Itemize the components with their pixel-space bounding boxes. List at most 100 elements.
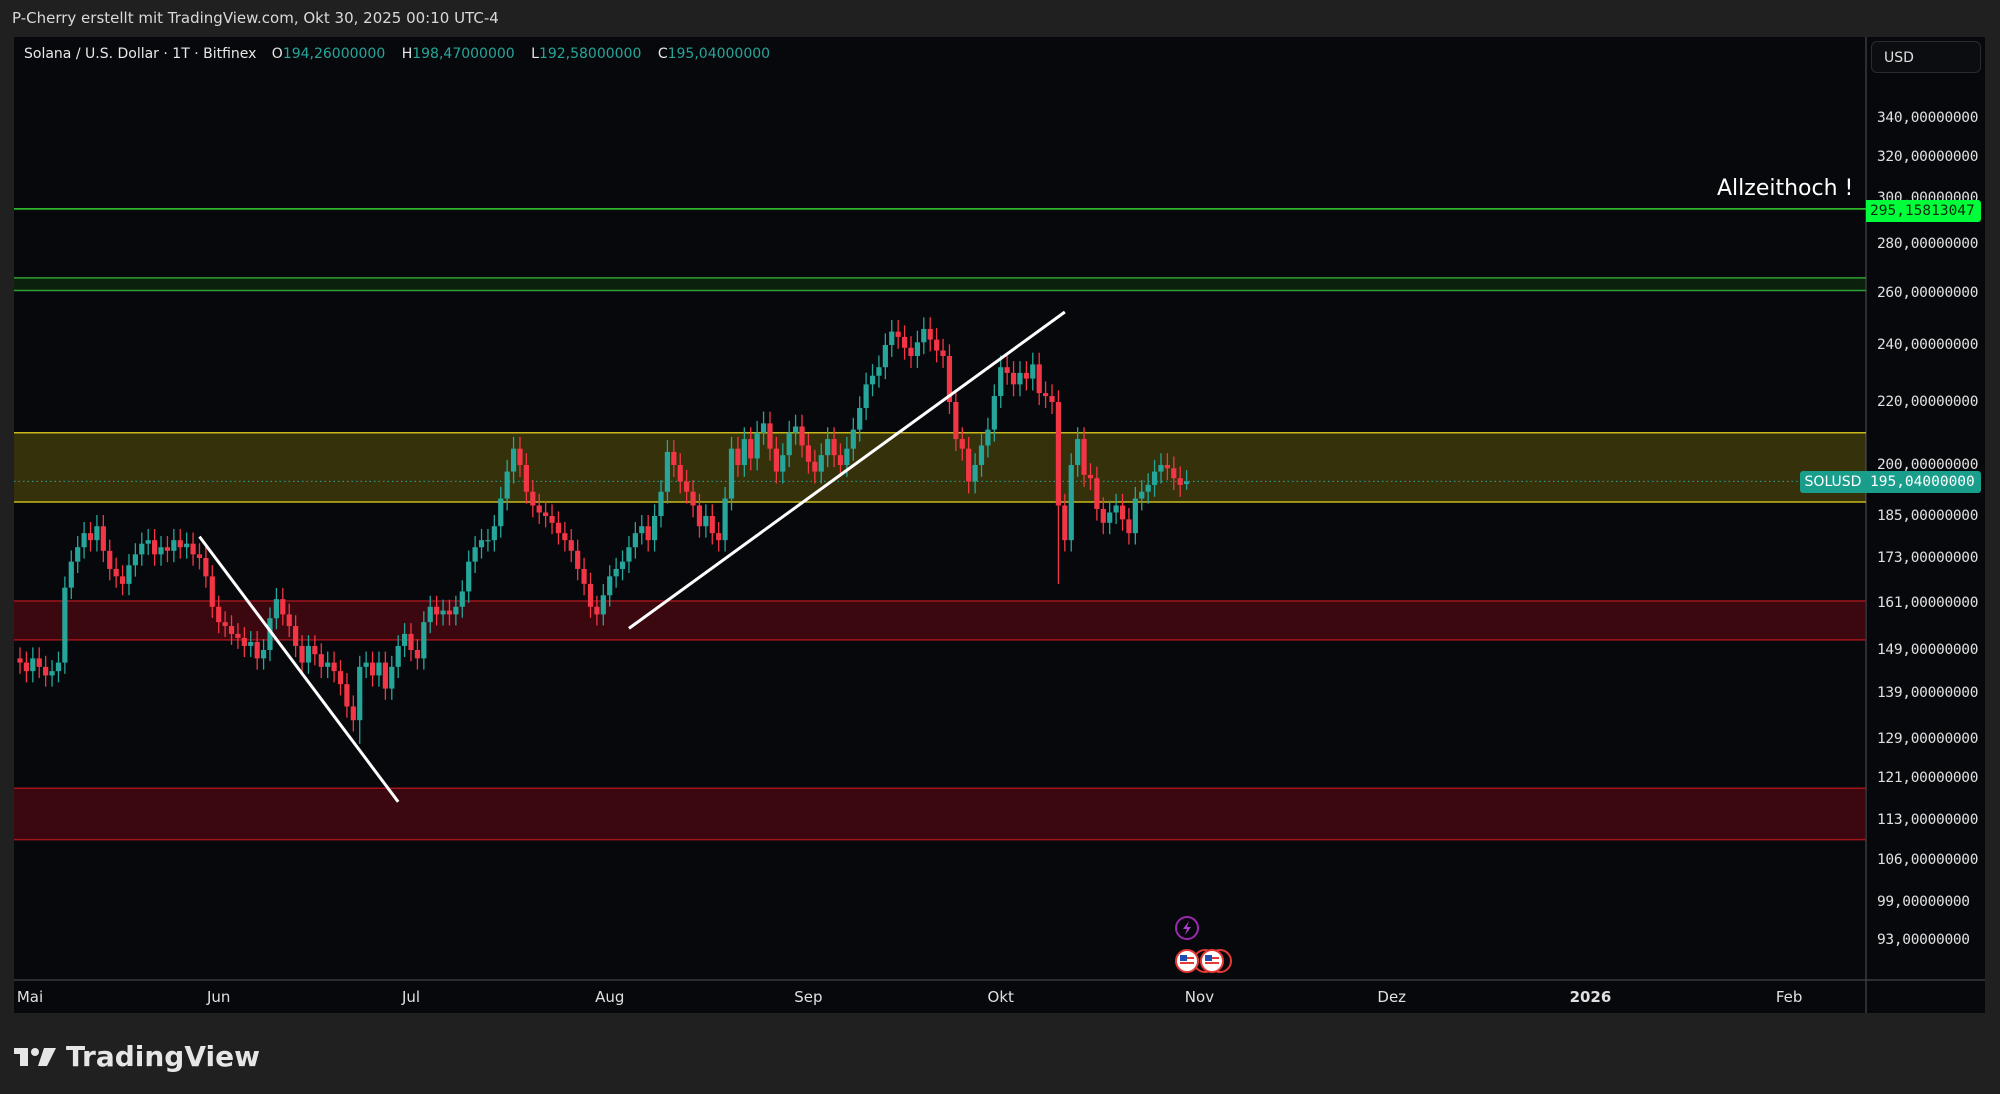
candle[interactable]	[1151, 471, 1158, 485]
candle[interactable]	[1055, 402, 1062, 506]
candle[interactable]	[998, 367, 1004, 397]
candle[interactable]	[1081, 439, 1087, 475]
candle[interactable]	[818, 455, 824, 472]
candle[interactable]	[1030, 364, 1036, 379]
candle[interactable]	[402, 633, 408, 646]
candle[interactable]	[171, 540, 177, 551]
candle[interactable]	[119, 576, 126, 584]
candle[interactable]	[1132, 498, 1138, 534]
candle[interactable]	[216, 606, 222, 623]
candle[interactable]	[927, 328, 933, 340]
candle[interactable]	[895, 331, 901, 337]
candle[interactable]	[844, 448, 850, 465]
candle[interactable]	[543, 512, 549, 516]
candle[interactable]	[408, 633, 414, 650]
candle[interactable]	[690, 491, 696, 506]
candle[interactable]	[613, 568, 619, 577]
candle[interactable]	[831, 439, 837, 456]
candle[interactable]	[735, 448, 741, 465]
candle[interactable]	[376, 662, 382, 676]
candle[interactable]	[1113, 505, 1119, 513]
candle[interactable]	[901, 336, 908, 348]
candle[interactable]	[722, 498, 728, 541]
candle[interactable]	[684, 481, 690, 492]
candle[interactable]	[607, 576, 613, 596]
candle[interactable]	[273, 599, 279, 619]
candle[interactable]	[126, 565, 132, 584]
candle[interactable]	[1043, 393, 1049, 397]
candle[interactable]	[1171, 468, 1177, 479]
us-flag-event-icon[interactable]	[1200, 949, 1232, 973]
zone-green[interactable]	[14, 277, 1866, 291]
candle[interactable]	[587, 583, 594, 607]
candle[interactable]	[850, 429, 856, 449]
candle[interactable]	[575, 550, 581, 569]
candle[interactable]	[132, 554, 138, 566]
candle[interactable]	[434, 606, 440, 615]
candle[interactable]	[491, 526, 497, 541]
candle[interactable]	[318, 654, 324, 667]
candle[interactable]	[164, 547, 171, 551]
candle[interactable]	[357, 666, 363, 721]
candle[interactable]	[658, 491, 664, 516]
candle[interactable]	[241, 637, 247, 646]
candle[interactable]	[113, 568, 119, 577]
candle[interactable]	[30, 658, 36, 672]
candle[interactable]	[728, 448, 735, 499]
candle[interactable]	[651, 516, 658, 541]
candle[interactable]	[81, 533, 87, 548]
candle[interactable]	[203, 558, 209, 577]
event-markers[interactable]	[1172, 915, 1242, 975]
candle[interactable]	[1004, 367, 1010, 373]
candle[interactable]	[87, 533, 94, 541]
candle[interactable]	[671, 451, 677, 465]
candle[interactable]	[94, 526, 100, 541]
candle[interactable]	[709, 516, 715, 534]
candle[interactable]	[1075, 439, 1081, 465]
candle[interactable]	[466, 561, 472, 592]
candle[interactable]	[523, 465, 529, 492]
candle[interactable]	[1100, 508, 1106, 523]
candle[interactable]	[49, 671, 55, 676]
candle[interactable]	[389, 666, 395, 689]
candle[interactable]	[632, 533, 638, 548]
candle[interactable]	[959, 439, 965, 449]
candle[interactable]	[395, 645, 401, 667]
candle[interactable]	[1010, 372, 1017, 385]
candle[interactable]	[741, 439, 747, 465]
candle[interactable]	[863, 384, 869, 409]
candle[interactable]	[440, 610, 446, 615]
candle[interactable]	[921, 328, 927, 343]
candle[interactable]	[991, 396, 997, 430]
candle[interactable]	[882, 345, 888, 368]
us-flag-event-icon[interactable]	[1175, 949, 1217, 973]
candle[interactable]	[1049, 396, 1055, 402]
candle[interactable]	[55, 662, 62, 672]
candle[interactable]	[331, 662, 337, 672]
candle[interactable]	[267, 618, 273, 650]
candle[interactable]	[43, 666, 49, 676]
candle[interactable]	[908, 347, 914, 357]
candle[interactable]	[363, 662, 369, 667]
trendline-2[interactable]	[628, 310, 1066, 630]
candle[interactable]	[312, 645, 318, 655]
candle[interactable]	[421, 622, 427, 659]
candle[interactable]	[158, 547, 164, 555]
candle[interactable]	[1177, 478, 1183, 485]
candle[interactable]	[536, 505, 542, 513]
candle[interactable]	[228, 626, 235, 634]
candle[interactable]	[581, 568, 587, 584]
candle[interactable]	[517, 448, 523, 465]
candle[interactable]	[619, 561, 626, 569]
candle[interactable]	[504, 471, 510, 499]
candle[interactable]	[677, 465, 683, 482]
candle[interactable]	[812, 461, 818, 472]
candle[interactable]	[748, 439, 754, 459]
candle[interactable]	[1164, 465, 1170, 469]
candle[interactable]	[985, 429, 991, 446]
trendline-1[interactable]	[198, 535, 400, 803]
candle[interactable]	[36, 658, 42, 667]
candle[interactable]	[196, 554, 203, 558]
zone-red[interactable]	[14, 601, 1866, 640]
